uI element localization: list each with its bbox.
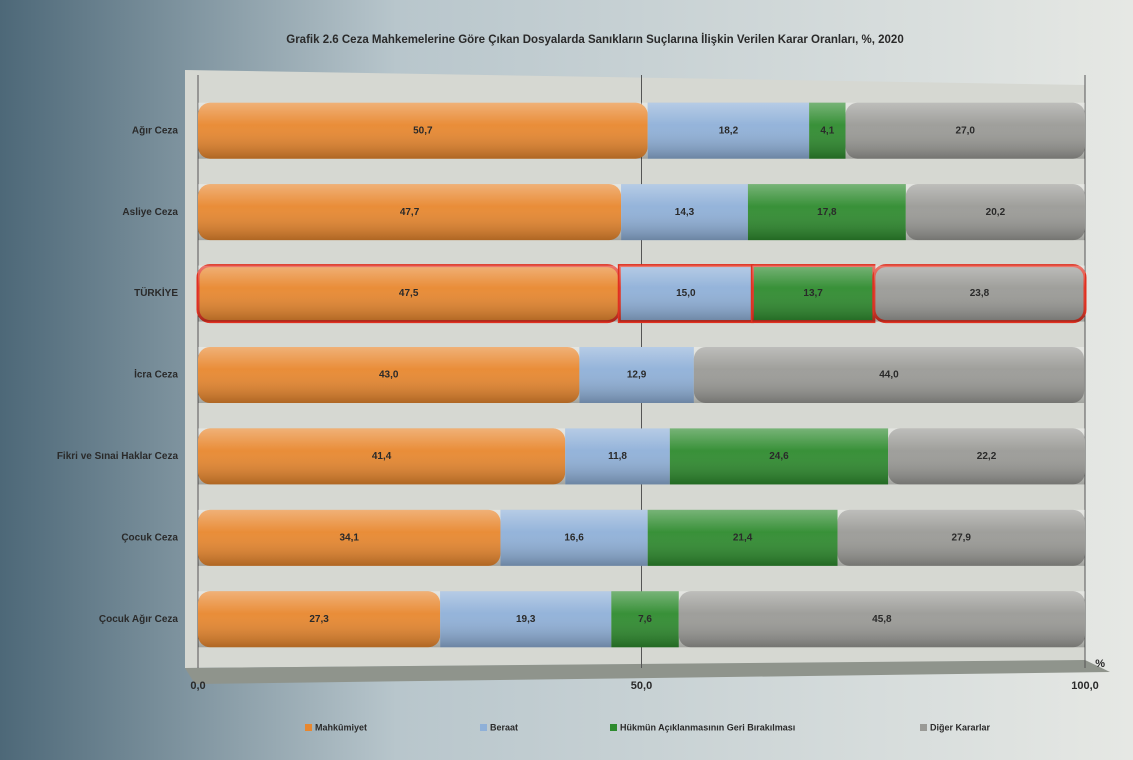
x-tick-label: 0,0	[190, 680, 205, 692]
legend-label: Hükmün Açıklanmasının Geri Bırakılması	[620, 722, 795, 732]
y-tick-label: Fikri ve Sınai Haklar Ceza	[57, 451, 179, 462]
value-label: 34,1	[339, 532, 359, 543]
value-label: 22,2	[977, 451, 997, 462]
value-label: 45,8	[872, 614, 892, 625]
legend-swatch	[610, 724, 617, 731]
value-label: 50,7	[413, 125, 433, 136]
value-label: 7,6	[638, 614, 652, 625]
legend-label: Beraat	[490, 722, 518, 732]
legend-swatch	[480, 724, 487, 731]
plot-floor	[185, 660, 1110, 684]
value-label: 17,8	[817, 207, 837, 218]
value-label: 19,3	[516, 614, 536, 625]
y-tick-label: Çocuk Ağır Ceza	[99, 614, 179, 625]
value-label: 47,7	[400, 207, 420, 218]
value-label: 47,5	[399, 288, 419, 299]
y-tick-label: İcra Ceza	[134, 368, 178, 381]
value-label: 11,8	[608, 451, 627, 462]
value-label: 27,9	[952, 532, 972, 543]
x-tick-label: 100,0	[1071, 680, 1099, 692]
value-label: 27,0	[956, 125, 976, 136]
x-tick-label: 50,0	[631, 680, 652, 692]
legend-label: Diğer Kararlar	[930, 722, 991, 732]
value-label: 41,4	[372, 451, 392, 462]
legend-label: Mahkûmiyet	[315, 722, 367, 732]
y-tick-label: Ağır Ceza	[132, 125, 179, 136]
value-label: 24,6	[769, 451, 789, 462]
value-label: 12,9	[627, 370, 647, 381]
legend-swatch	[920, 724, 927, 731]
value-label: 18,2	[719, 125, 739, 136]
value-label: 44,0	[879, 370, 899, 381]
value-label: 21,4	[733, 532, 753, 543]
value-label: 43,0	[379, 370, 399, 381]
y-tick-label: Çocuk Ceza	[121, 532, 178, 543]
value-label: 14,3	[675, 207, 695, 218]
chart-title: Grafik 2.6 Ceza Mahkemelerine Göre Çıkan…	[286, 33, 903, 46]
y-tick-label: TÜRKİYE	[134, 286, 178, 299]
axis-unit: %	[1095, 658, 1105, 670]
y-tick-label: Asliye Ceza	[122, 207, 178, 218]
value-label: 16,6	[564, 532, 584, 543]
value-label: 20,2	[986, 207, 1006, 218]
value-label: 23,8	[970, 288, 990, 299]
legend-swatch	[305, 724, 312, 731]
value-label: 15,0	[676, 288, 696, 299]
value-label: 4,1	[820, 125, 834, 136]
value-label: 13,7	[803, 288, 823, 299]
value-label: 27,3	[309, 614, 329, 625]
